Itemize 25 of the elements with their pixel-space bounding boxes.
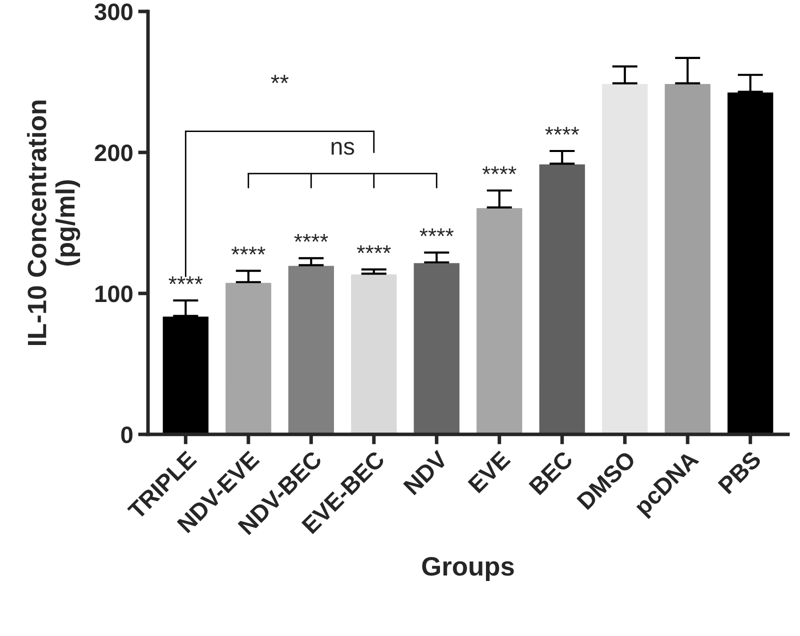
annotation: **** xyxy=(356,245,391,254)
y-tick-label: 300 xyxy=(94,4,132,20)
bar xyxy=(600,82,650,434)
annotation: ** xyxy=(270,74,289,84)
bar xyxy=(286,264,336,434)
annotation: **** xyxy=(294,234,328,242)
bar xyxy=(161,315,210,434)
annotation: **** xyxy=(545,126,580,135)
bar xyxy=(350,272,398,434)
y-tick-label: 200 xyxy=(94,144,132,162)
bar xyxy=(663,82,712,434)
annotation: **** xyxy=(482,166,516,174)
annotation: ns xyxy=(332,142,354,155)
bar xyxy=(726,91,775,434)
annotation: **** xyxy=(231,246,266,255)
annotation: **** xyxy=(420,228,454,236)
y-tick-label: 0 xyxy=(121,426,132,444)
y-tick-label: 100 xyxy=(96,285,132,302)
y-axis-title: IL-10 Concentration (pg/ml) xyxy=(27,100,80,346)
annotation: **** xyxy=(168,276,203,284)
bar xyxy=(538,163,586,434)
bar xyxy=(224,281,273,434)
bar xyxy=(475,206,524,434)
x-axis-title: Groups xyxy=(422,557,514,581)
bar xyxy=(412,262,461,434)
